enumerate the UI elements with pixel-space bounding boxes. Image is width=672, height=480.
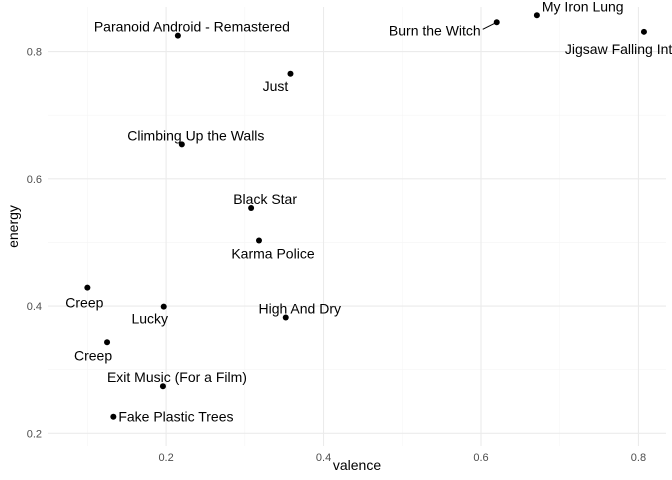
data-point <box>110 413 117 420</box>
point-label: Jigsaw Falling Into Place <box>565 41 672 57</box>
y-tick-label: 0.4 <box>27 301 42 313</box>
data-point <box>282 314 289 321</box>
y-axis-title: energy <box>5 205 21 248</box>
data-points <box>84 12 647 420</box>
x-axis-ticks: 0.2 0.4 0.6 0.8 <box>158 452 646 464</box>
point-label: Just <box>263 78 289 94</box>
point-label: High And Dry <box>259 300 341 316</box>
data-point <box>287 70 294 77</box>
data-point <box>160 303 167 310</box>
y-tick-label: 0.2 <box>27 428 42 440</box>
point-label: Karma Police <box>231 245 314 261</box>
data-point <box>493 19 500 26</box>
minor-gridlines <box>48 7 666 446</box>
point-label: Fake Plastic Trees <box>118 409 233 425</box>
data-point <box>174 32 181 39</box>
point-label: Lucky <box>131 311 168 327</box>
data-point <box>159 383 166 390</box>
data-point <box>84 284 91 291</box>
x-axis-title: valence <box>333 457 381 473</box>
point-label: My Iron Lung <box>542 0 624 14</box>
x-tick-label: 0.4 <box>316 452 331 464</box>
x-tick-label: 0.2 <box>158 452 173 464</box>
point-labels: My Iron Lung Burn the Witch Jigsaw Falling… <box>65 0 672 425</box>
x-tick-label: 0.6 <box>473 452 488 464</box>
major-gridlines <box>48 7 666 446</box>
point-label: Black Star <box>233 191 297 207</box>
data-point <box>104 339 111 346</box>
data-point <box>640 28 647 35</box>
point-label: Creep <box>65 295 103 311</box>
data-point <box>255 237 262 244</box>
data-point <box>178 141 185 148</box>
y-tick-label: 0.6 <box>27 174 42 186</box>
point-label: Climbing Up the Walls <box>127 127 264 143</box>
label-leader-lines <box>482 22 495 30</box>
label-leader-line <box>482 22 495 30</box>
point-label: Paranoid Android - Remastered <box>94 19 290 35</box>
y-axis-ticks: 0.2 0.4 0.6 0.8 <box>27 47 42 441</box>
data-point <box>248 205 255 212</box>
y-tick-label: 0.8 <box>27 47 42 59</box>
point-label: Burn the Witch <box>389 22 481 38</box>
point-label: Creep <box>74 347 112 363</box>
point-label: Exit Music (For a Film) <box>107 369 247 385</box>
x-tick-label: 0.8 <box>631 452 646 464</box>
data-point <box>533 12 540 19</box>
